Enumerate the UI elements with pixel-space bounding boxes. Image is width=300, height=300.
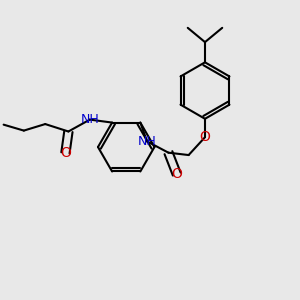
Text: NH: NH — [138, 135, 156, 148]
Text: O: O — [60, 146, 71, 160]
Text: NH: NH — [80, 113, 99, 126]
Text: O: O — [200, 130, 210, 144]
Text: O: O — [171, 167, 182, 181]
